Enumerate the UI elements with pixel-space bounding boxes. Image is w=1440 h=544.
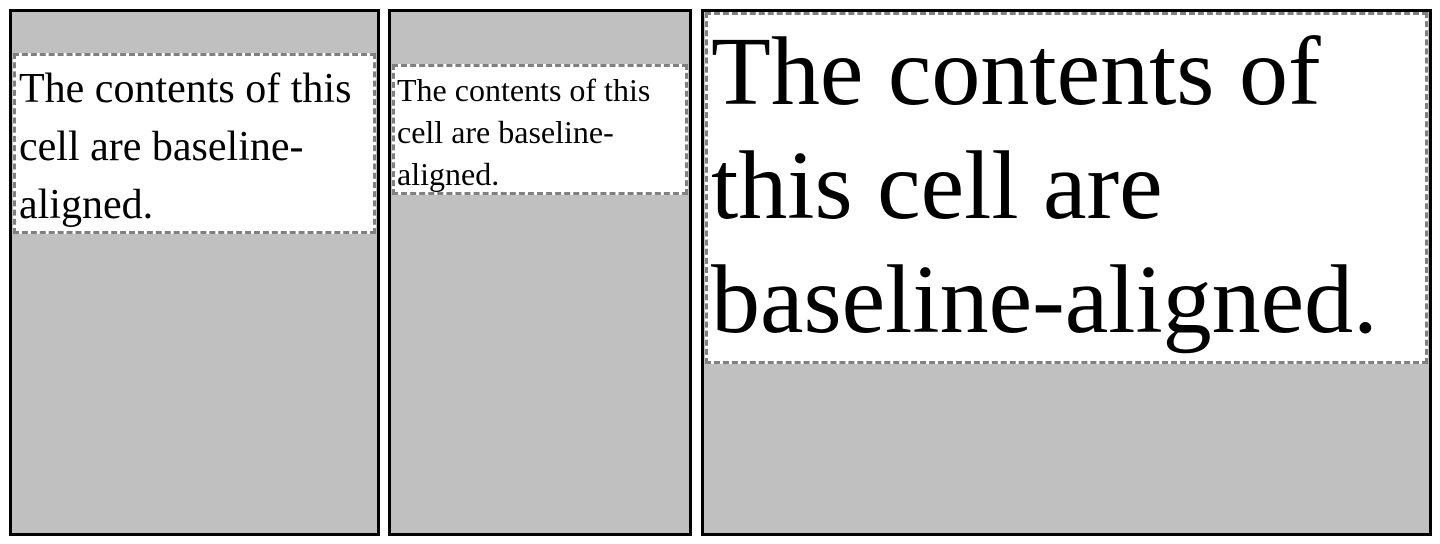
cell-1-text: The contents of this cell are baseline-a… — [13, 53, 376, 234]
table-cell-2: The contents of this cell are baseline-a… — [388, 9, 692, 536]
table-cell-3: The contents of this cell are baseline-a… — [701, 9, 1432, 536]
table-cell-1: The contents of this cell are baseline-a… — [9, 9, 380, 536]
cell-2-text: The contents of this cell are baseline-a… — [392, 64, 688, 195]
cell-3-text: The contents of this cell are baseline-a… — [705, 12, 1428, 364]
